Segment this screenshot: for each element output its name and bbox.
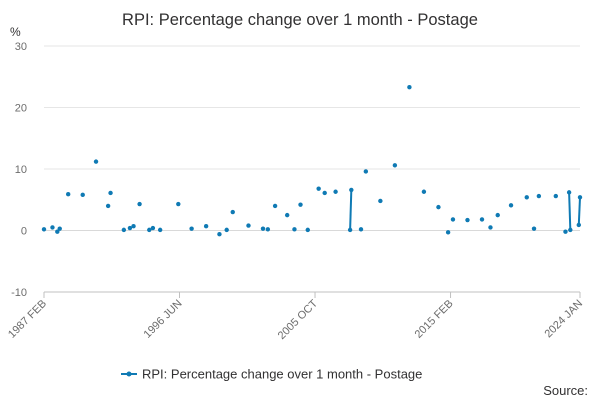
x-axis: 1987 FEB 1996 JUN 2005 OCT 2015 FEB 2024 JAN xyxy=(6,291,585,342)
data-point xyxy=(105,203,111,209)
data-point xyxy=(137,201,142,207)
data-point xyxy=(531,226,537,231)
data-point xyxy=(576,222,581,228)
y-tick-labels: -10 0 10 20 30 xyxy=(11,41,27,299)
legend[interactable]: RPI: Percentage change over 1 month - Po… xyxy=(121,367,422,382)
y-tick-label: -10 xyxy=(11,287,27,299)
data-point xyxy=(260,226,266,231)
x-tick-label: 2015 FEB xyxy=(413,298,456,341)
series-lines xyxy=(349,189,581,230)
data-point xyxy=(392,163,398,168)
data-point xyxy=(147,227,152,233)
data-point xyxy=(246,223,251,228)
data-point xyxy=(363,169,369,174)
data-point xyxy=(407,85,412,90)
data-point xyxy=(272,203,278,209)
gridlines xyxy=(44,45,580,293)
legend-label: RPI: Percentage change over 1 month - Po… xyxy=(142,367,422,382)
data-point xyxy=(93,159,99,164)
data-point xyxy=(378,198,383,204)
data-point xyxy=(495,212,500,218)
data-point xyxy=(333,189,338,194)
x-tick-label: 2005 OCT xyxy=(276,297,321,342)
source-label: Source: xyxy=(543,383,588,398)
data-point xyxy=(57,226,62,231)
data-point xyxy=(157,227,163,233)
data-point xyxy=(292,227,297,232)
data-point xyxy=(203,223,209,229)
y-tick-label: 30 xyxy=(15,41,27,53)
data-point xyxy=(55,229,60,234)
data-points xyxy=(41,85,583,237)
data-point xyxy=(524,195,529,200)
data-point xyxy=(224,227,229,233)
series-line-segment xyxy=(568,192,572,230)
data-point xyxy=(217,231,222,237)
data-point xyxy=(41,227,47,232)
series-line-segment xyxy=(349,189,353,230)
data-point xyxy=(508,203,514,208)
data-point xyxy=(108,190,113,196)
data-point xyxy=(577,195,583,200)
y-tick-label: 20 xyxy=(15,103,27,115)
data-point xyxy=(421,189,427,194)
x-tick-label: 1987 FEB xyxy=(6,298,49,341)
data-point xyxy=(450,217,456,222)
data-point xyxy=(479,217,485,222)
data-point xyxy=(189,226,194,231)
legend-dot-marker xyxy=(126,371,132,377)
data-point xyxy=(436,204,441,210)
data-point xyxy=(566,190,572,195)
data-point xyxy=(445,230,451,235)
data-point xyxy=(465,217,470,223)
data-point xyxy=(358,227,364,232)
y-tick-label: 0 xyxy=(21,226,27,238)
data-point xyxy=(150,225,156,231)
data-point xyxy=(265,227,271,232)
data-point xyxy=(536,193,542,199)
data-point xyxy=(80,192,85,198)
data-point xyxy=(347,227,353,233)
data-point xyxy=(322,190,327,196)
data-point xyxy=(284,212,290,218)
data-point xyxy=(568,227,573,233)
data-point xyxy=(176,201,181,207)
data-point xyxy=(316,186,321,191)
x-tick-label: 1996 JUN xyxy=(142,298,185,341)
data-point xyxy=(127,225,133,231)
series-line-segment xyxy=(577,197,581,226)
x-tick-label: 2024 JAN xyxy=(542,298,585,341)
data-point xyxy=(488,225,493,230)
chart-title: RPI: Percentage change over 1 month - Po… xyxy=(122,11,478,29)
data-point xyxy=(305,227,310,233)
data-point xyxy=(553,193,559,199)
data-point xyxy=(50,225,55,230)
data-point xyxy=(121,227,127,233)
y-unit-label: % xyxy=(10,25,21,39)
data-point xyxy=(230,209,235,215)
data-point xyxy=(131,223,136,229)
data-point xyxy=(65,192,71,197)
y-tick-label: 10 xyxy=(15,164,27,176)
data-point xyxy=(298,202,303,207)
data-point xyxy=(349,187,354,193)
data-point xyxy=(563,229,568,234)
